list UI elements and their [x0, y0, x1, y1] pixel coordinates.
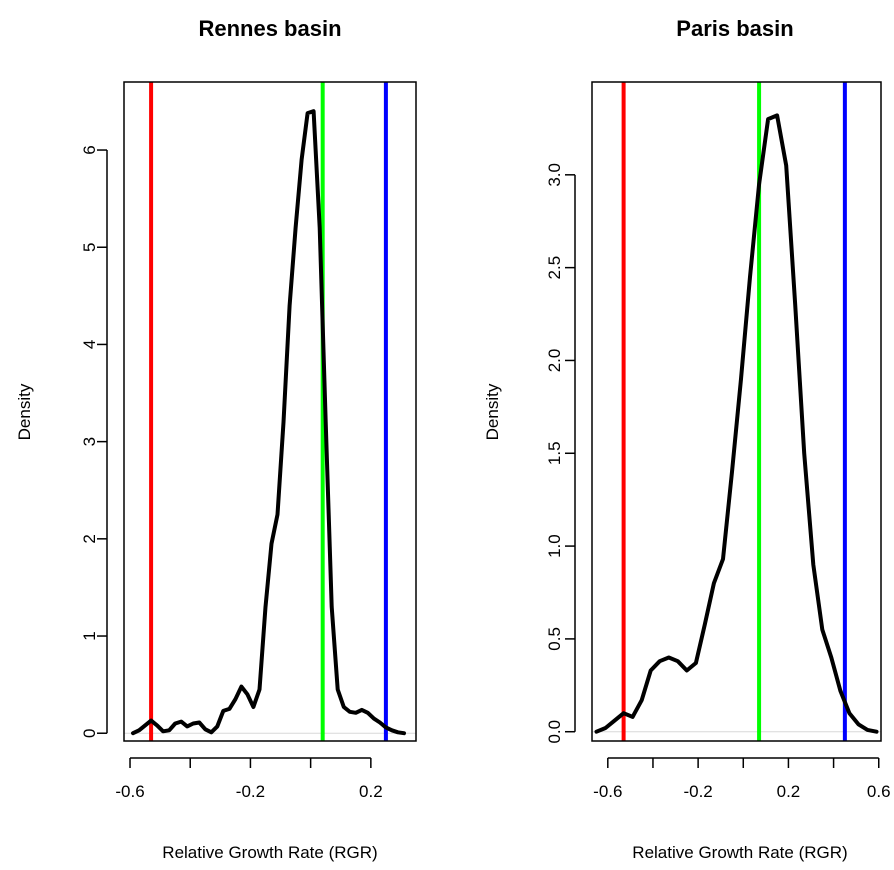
chart-panel-2: Paris basin -0.6 -0.2 0.2 0.6 0.0 0.5 1.0 1.5 2.0…: [483, 16, 891, 862]
y-tick-label: 2: [80, 534, 99, 543]
density-curve-1: [594, 113, 879, 734]
y-tick-label: 2.0: [545, 349, 564, 373]
y-tick-label: 5: [80, 243, 99, 252]
y-tick-label: 1.5: [545, 441, 564, 465]
x-tick-label: -0.2: [683, 782, 712, 801]
y-tick-label: 3: [80, 437, 99, 446]
x-tick-label: 0.2: [777, 782, 801, 801]
x-tick-label: 0.6: [867, 782, 891, 801]
y-tick-label: 1.0: [545, 534, 564, 558]
y-tick-label: 4: [80, 340, 99, 349]
y-tick-label: 0: [80, 728, 99, 737]
x-tick-label: 0.2: [359, 782, 383, 801]
y-tick-label: 0.5: [545, 627, 564, 651]
density-curve-1: [131, 109, 406, 736]
x-tick-label: -0.6: [593, 782, 622, 801]
x-tick-label: -0.6: [115, 782, 144, 801]
plot-box: [123, 81, 417, 742]
plot-box: [591, 81, 882, 742]
x-axis-label: Relative Growth Rate (RGR): [632, 843, 847, 862]
chart-title: Paris basin: [676, 16, 793, 41]
y-tick-label: 3.0: [545, 163, 564, 187]
x-axis-label: Relative Growth Rate (RGR): [162, 843, 377, 862]
y-tick-label: 1: [80, 631, 99, 640]
chart-panel-1: Rennes basin -0.6 -0.2 0.2 0 1 2 3 4 5 6 Relative G…: [15, 16, 417, 862]
y-tick-label: 2.5: [545, 256, 564, 280]
y-tick-label: 0.0: [545, 720, 564, 744]
y-axis-label: Density: [15, 383, 34, 440]
x-tick-label: -0.2: [236, 782, 265, 801]
chart-title: Rennes basin: [198, 16, 341, 41]
y-axis-label: Density: [483, 383, 502, 440]
y-tick-label: 6: [80, 145, 99, 154]
